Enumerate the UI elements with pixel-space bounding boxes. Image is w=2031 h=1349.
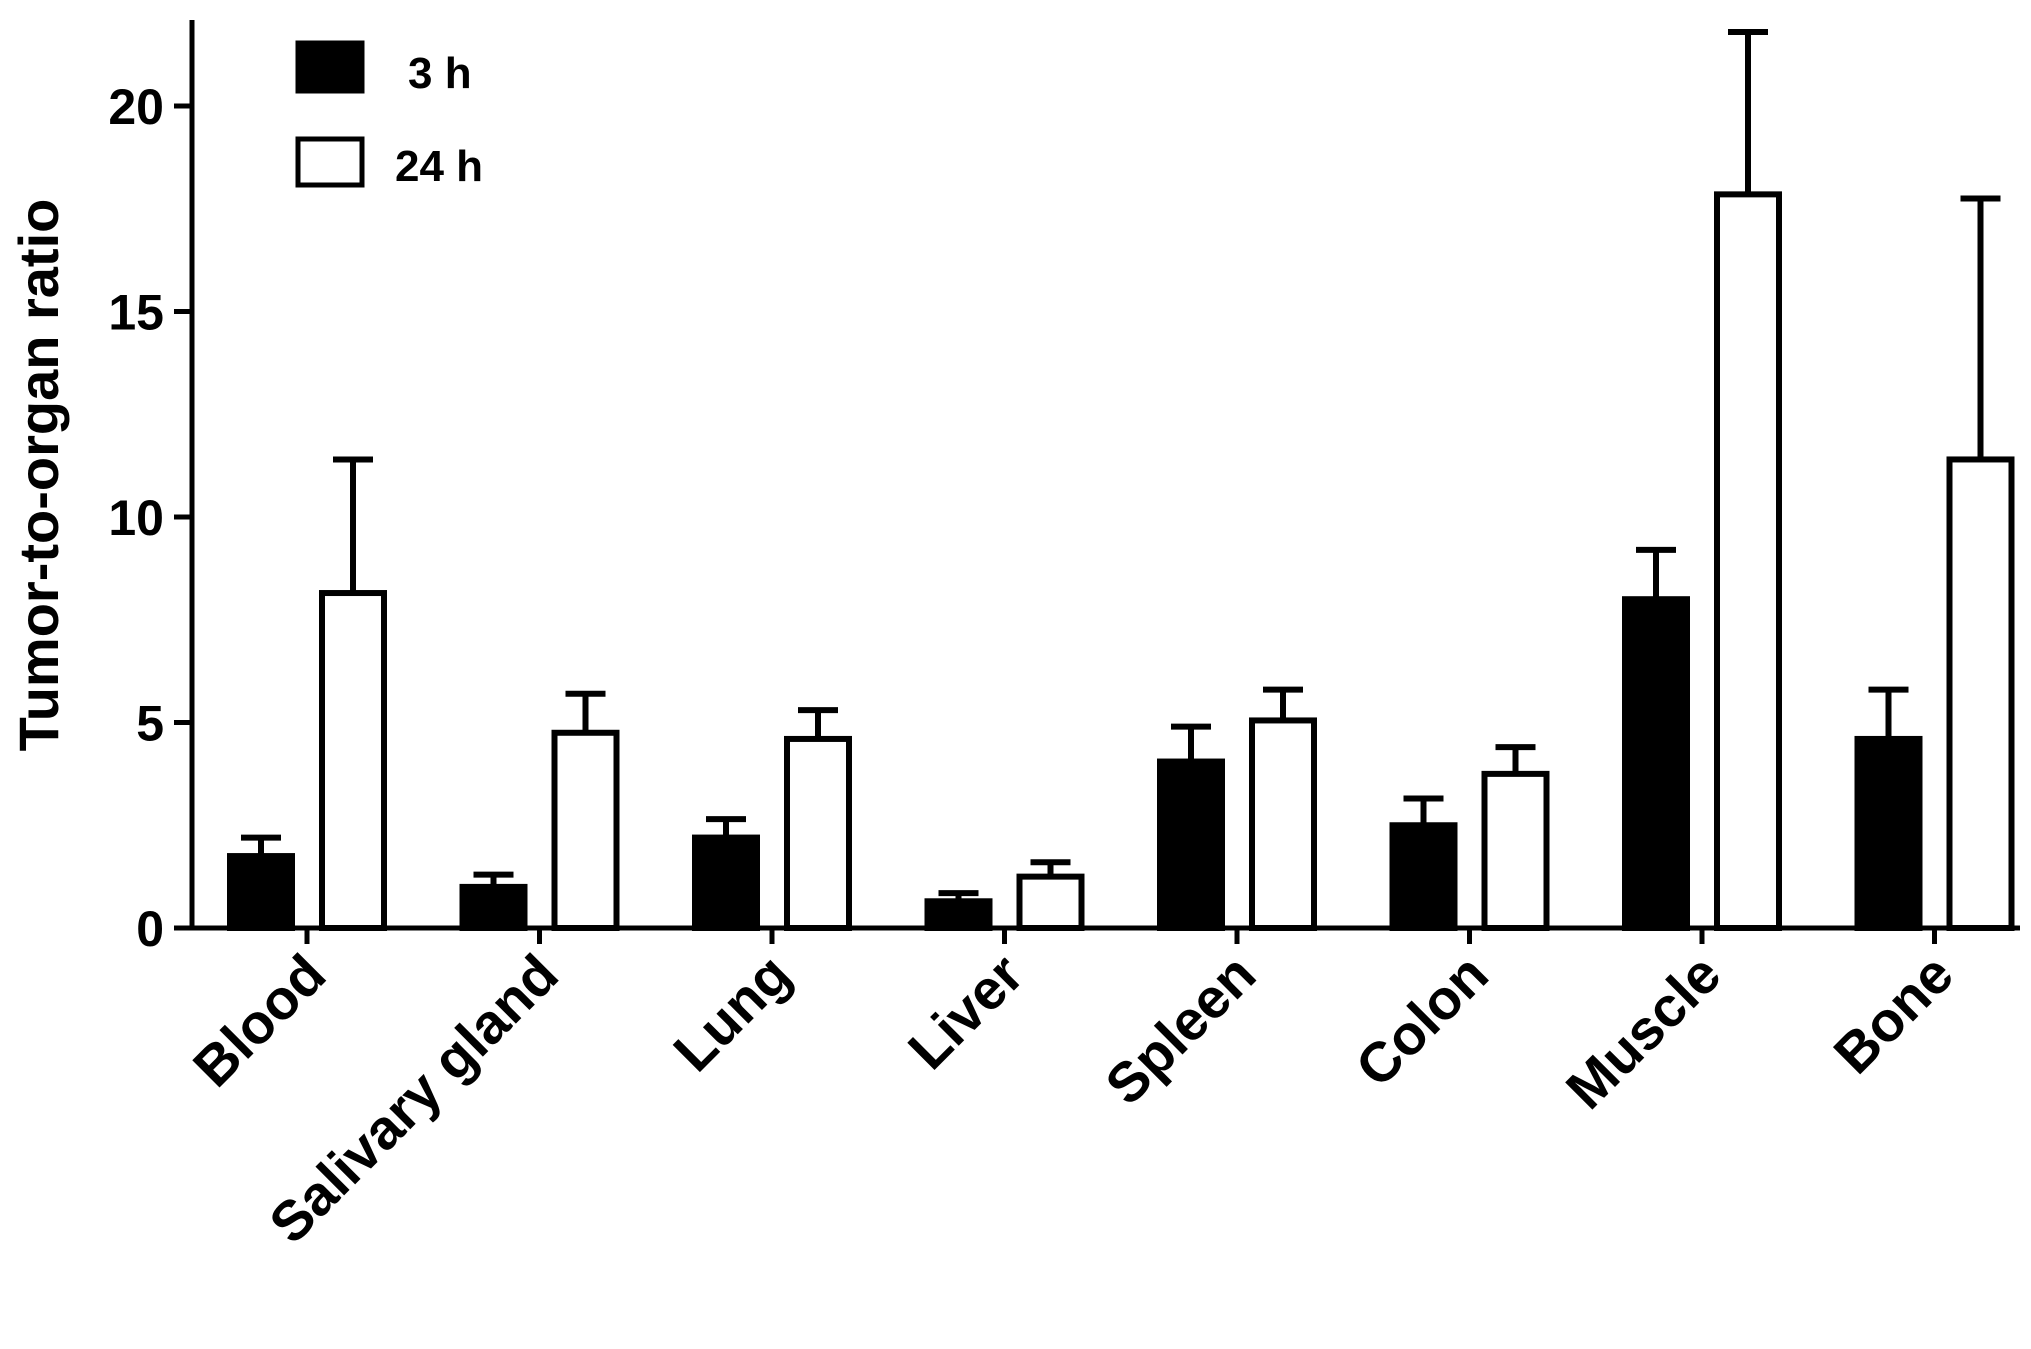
legend-swatch-3h bbox=[295, 40, 365, 94]
legend-swatch-24h bbox=[295, 136, 365, 188]
bar-blood-3-h bbox=[227, 853, 295, 932]
bar-muscle-24-h bbox=[1714, 191, 1782, 932]
bar-bone-24-h bbox=[1946, 456, 2015, 931]
x-tick-label-blood: Blood bbox=[181, 942, 338, 1099]
legend-label-3h: 3 h bbox=[408, 49, 472, 98]
bar-liver-3-h bbox=[924, 898, 993, 931]
axes-layer bbox=[189, 20, 2020, 931]
y-tick-label-5: 5 bbox=[136, 696, 164, 752]
bar-colon-3-h bbox=[1389, 822, 1458, 931]
bar-salivary-gland-24-h bbox=[551, 729, 620, 932]
y-tick-label-10: 10 bbox=[108, 490, 164, 546]
x-tick-label-spleen: Spleen bbox=[1093, 942, 1267, 1116]
y-tick-label-0: 0 bbox=[136, 901, 164, 957]
bar-salivary-gland-3-h bbox=[459, 883, 528, 932]
bar-liver-24-h bbox=[1016, 873, 1085, 931]
x-tick-label-liver: Liver bbox=[896, 942, 1035, 1081]
x-tick-label-colon: Colon bbox=[1343, 942, 1500, 1099]
bar-lung-24-h bbox=[784, 735, 852, 931]
y-tick-label-15: 15 bbox=[108, 285, 164, 341]
bars-layer bbox=[227, 191, 2015, 932]
x-tick-label-lung: Lung bbox=[661, 942, 802, 1083]
bar-muscle-3-h bbox=[1622, 596, 1690, 931]
error-bars-layer bbox=[241, 29, 2001, 902]
legend-label-24h: 24 h bbox=[395, 142, 483, 191]
y-axis-label-group: Tumor-to-organ ratio bbox=[7, 199, 70, 752]
bar-colon-24-h bbox=[1481, 770, 1550, 931]
bar-spleen-3-h bbox=[1157, 758, 1225, 931]
y-axis-label: Tumor-to-organ ratio bbox=[7, 199, 70, 752]
y-tick-label-20: 20 bbox=[108, 79, 164, 135]
bar-bone-3-h bbox=[1854, 735, 1923, 931]
legend: 3 h 24 h bbox=[295, 40, 483, 191]
bar-spleen-24-h bbox=[1249, 717, 1317, 931]
bar-lung-3-h bbox=[692, 834, 760, 932]
x-tick-label-bone: Bone bbox=[1821, 942, 1965, 1086]
x-tick-label-muscle: Muscle bbox=[1554, 942, 1733, 1121]
bar-blood-24-h bbox=[319, 590, 387, 931]
y-ticks-layer: 0 5 10 15 20 bbox=[108, 79, 192, 957]
